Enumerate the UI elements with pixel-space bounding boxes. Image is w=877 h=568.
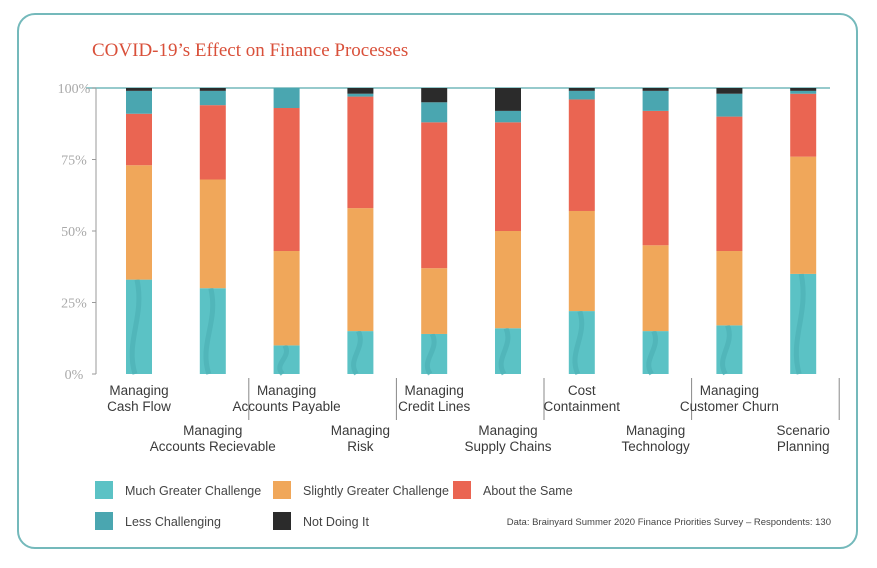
bar-texture — [793, 273, 806, 375]
bar-texture — [129, 279, 142, 375]
x-category-label: Accounts Payable — [233, 399, 341, 414]
x-category-label: Scenario — [777, 423, 830, 438]
bar-segment — [126, 113, 152, 166]
bar-segment — [199, 90, 226, 106]
bar-texture — [277, 343, 289, 376]
bar-texture — [203, 287, 216, 375]
bar-segment — [642, 88, 669, 91]
x-category-label: Managing — [183, 423, 242, 438]
x-category-label: Cost — [568, 383, 596, 398]
bar-segment — [126, 165, 152, 280]
x-category-label: Managing — [626, 423, 685, 438]
bar-segment — [421, 268, 448, 334]
bar-segment — [716, 116, 743, 252]
bar-texture — [498, 327, 511, 376]
x-category-label: Managing — [405, 383, 464, 398]
bar-segment — [421, 102, 448, 123]
bar-segment — [568, 90, 595, 100]
bar-segment — [273, 88, 300, 109]
bar-texture — [646, 330, 658, 376]
bar-segment — [199, 179, 226, 289]
bar-segment — [642, 90, 669, 111]
bar-segment — [199, 105, 226, 180]
bar-segment — [273, 108, 300, 252]
x-category-label: Managing — [478, 423, 537, 438]
x-category-label: Customer Churn — [680, 399, 779, 414]
bar-texture — [572, 310, 585, 376]
x-category-label: Accounts Recievable — [150, 439, 276, 454]
x-category-label: Planning — [777, 439, 830, 454]
bar-segment — [126, 90, 152, 114]
x-category-label: Managing — [257, 383, 316, 398]
bar-segment — [716, 251, 743, 326]
legend-swatch — [95, 481, 113, 499]
bar-segment — [568, 99, 595, 211]
bar-segment — [421, 122, 448, 269]
bar-texture — [351, 330, 363, 376]
bar-segment — [790, 156, 817, 274]
bar-segment — [347, 88, 374, 94]
legend-swatch — [273, 481, 291, 499]
y-tick-label: 100% — [58, 82, 91, 97]
bar-segment — [790, 88, 817, 91]
x-category-label: Managing — [331, 423, 390, 438]
legend-label: Not Doing It — [303, 515, 370, 529]
legend-swatch — [273, 512, 291, 530]
bar-segment — [273, 251, 300, 346]
bar-segment — [126, 88, 152, 91]
x-category-label: Managing — [109, 383, 168, 398]
y-tick-label: 50% — [61, 225, 87, 240]
bar-segment — [790, 90, 817, 94]
chart-title: COVID-19’s Effect on Finance Processes — [92, 40, 409, 61]
bar-segment — [495, 110, 521, 123]
bar-segment — [495, 88, 521, 111]
bar-segment — [495, 231, 521, 329]
bar-texture — [720, 324, 732, 376]
x-category-label: Technology — [621, 439, 690, 454]
bar-segment — [347, 208, 374, 332]
x-category-label: Credit Lines — [398, 399, 470, 414]
bar-texture — [424, 332, 437, 376]
bar-segment — [642, 245, 669, 332]
x-category-label: Containment — [544, 399, 621, 414]
bar-segment — [347, 93, 374, 97]
x-category-label: Managing — [700, 383, 759, 398]
bar-segment — [495, 122, 521, 231]
x-category-label: Risk — [347, 439, 373, 454]
bar-segment — [568, 210, 595, 312]
y-tick-label: 25% — [61, 297, 87, 312]
bar-segment — [716, 88, 743, 94]
bar-segment — [421, 88, 448, 103]
y-tick-label: 0% — [65, 368, 84, 383]
data-source-note: Data: Brainyard Summer 2020 Finance Prio… — [506, 517, 831, 528]
bar-segment — [642, 110, 669, 246]
legend-label: About the Same — [483, 484, 573, 498]
legend-swatch — [95, 512, 113, 530]
bar-segment — [199, 88, 226, 91]
bar-segment — [716, 93, 743, 117]
bar-segment — [790, 93, 817, 157]
legend-label: Less Challenging — [125, 515, 221, 529]
bar-segment — [568, 88, 595, 91]
bar-segment — [347, 96, 374, 209]
x-category-label: Supply Chains — [464, 439, 551, 454]
legend-swatch — [453, 481, 471, 499]
x-category-label: Cash Flow — [107, 399, 171, 414]
y-tick-label: 75% — [61, 154, 87, 169]
legend-label: Much Greater Challenge — [125, 484, 261, 498]
legend-label: Slightly Greater Challenge — [303, 484, 449, 498]
